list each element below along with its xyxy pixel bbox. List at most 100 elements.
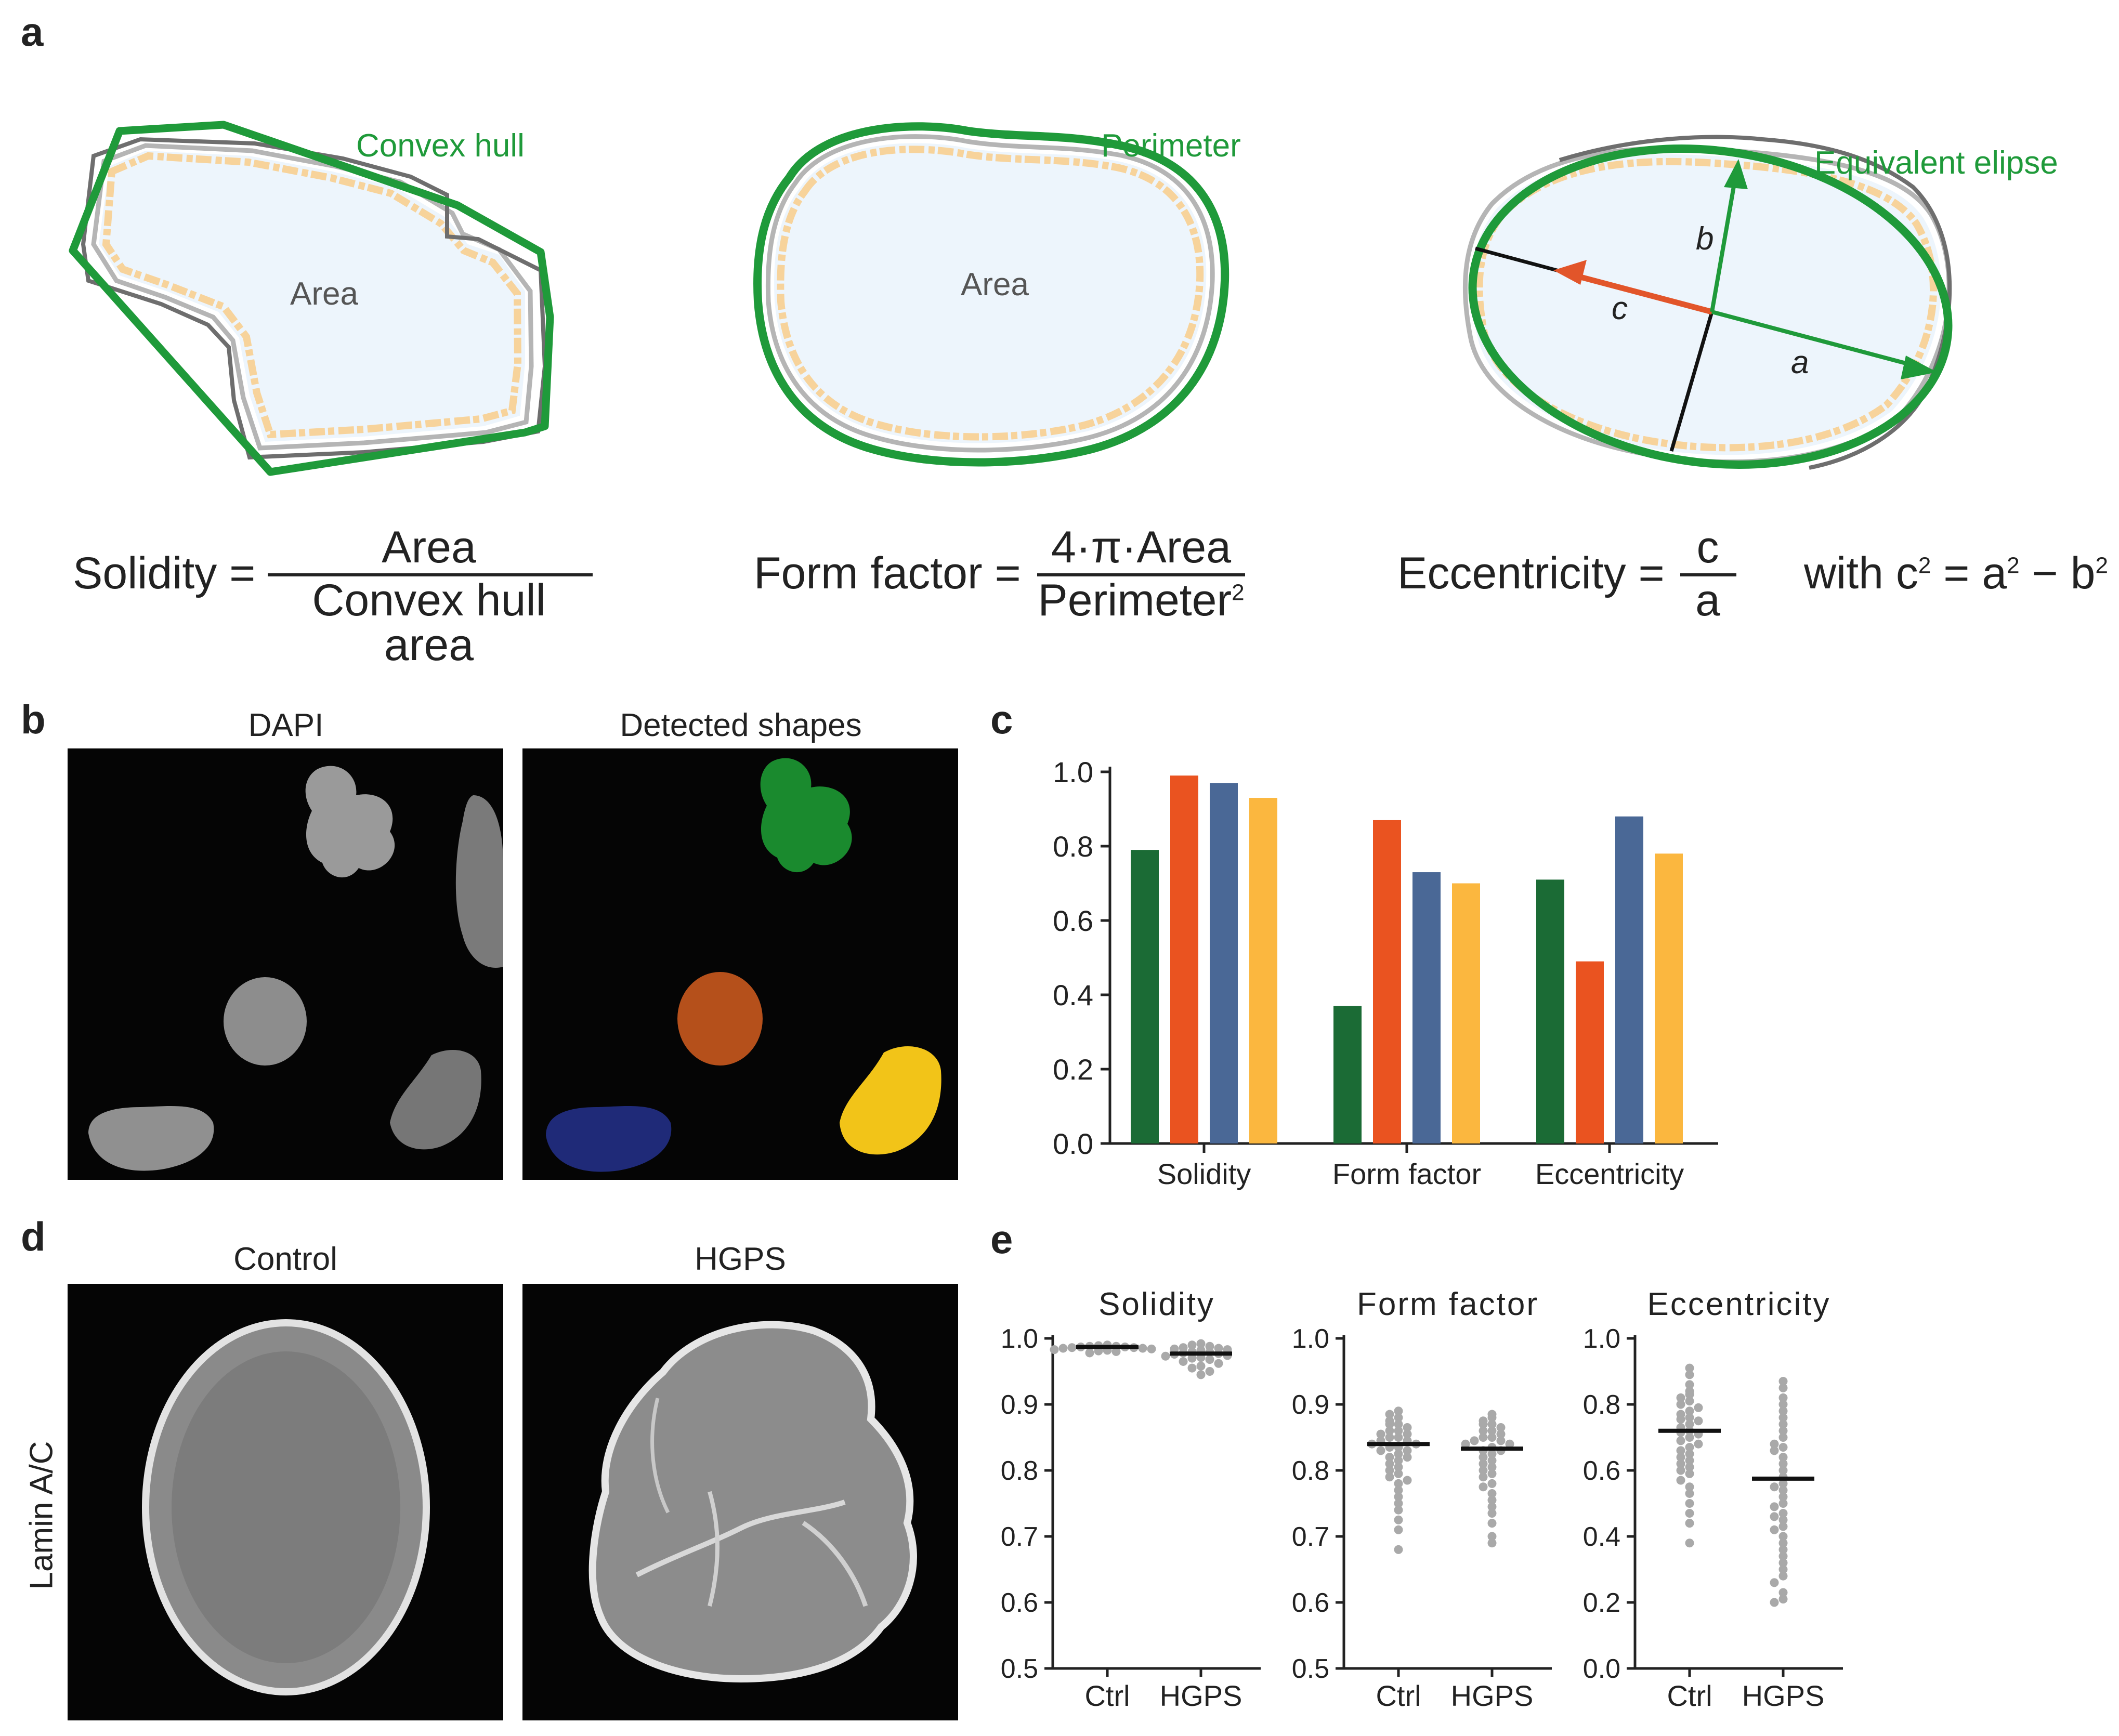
data-point	[1394, 1419, 1403, 1429]
data-point	[1694, 1416, 1703, 1426]
y-tick-label: 0.8	[1053, 830, 1093, 863]
x-tick-label: Form factor	[1332, 1158, 1481, 1190]
control-nucleus-interior	[172, 1351, 400, 1663]
detected-shapes	[546, 758, 941, 1172]
data-point	[1685, 1499, 1694, 1508]
dapi-nucleus-2	[455, 795, 503, 968]
data-point	[1778, 1492, 1788, 1502]
data-point	[1778, 1393, 1788, 1402]
axis-b-arrow	[1710, 171, 1738, 312]
x-tick-label: HGPS	[1160, 1679, 1242, 1712]
data-point	[1487, 1433, 1497, 1442]
data-point	[1770, 1482, 1779, 1492]
data-point	[1470, 1436, 1479, 1445]
data-point	[1487, 1489, 1497, 1498]
data-point	[1461, 1439, 1470, 1449]
data-point	[1205, 1367, 1214, 1376]
x-tick-label: HGPS	[1451, 1679, 1534, 1712]
data-point	[1147, 1344, 1156, 1353]
data-point	[1394, 1463, 1403, 1472]
data-point	[1394, 1545, 1403, 1554]
control-nucleus	[142, 1319, 430, 1695]
y-tick-label: 0.4	[1053, 979, 1093, 1011]
panel-letter-e: e	[990, 1216, 1013, 1262]
y-tick-label: 0.7	[1292, 1522, 1329, 1552]
data-point	[1187, 1353, 1197, 1363]
x-tick-label: Solidity	[1157, 1158, 1251, 1190]
data-point	[1685, 1443, 1694, 1452]
y-tick-label: 0.8	[1001, 1456, 1038, 1486]
form-factor-formula-lhs: Form factor =	[754, 548, 1021, 598]
dapi-nucleus-1	[305, 766, 395, 878]
data-point	[1778, 1538, 1788, 1548]
data-point	[1394, 1426, 1403, 1436]
data-point	[1394, 1413, 1403, 1422]
data-point	[1385, 1472, 1394, 1482]
data-point	[1770, 1446, 1779, 1455]
data-point	[1778, 1400, 1788, 1409]
bar-chart: 0.0 0.2 0.4 0.6 0.8 1.0 Solidity Form factor Ecc…	[1053, 756, 1718, 1190]
y-tick-label: 0.6	[1583, 1456, 1620, 1486]
data-point	[1385, 1466, 1394, 1475]
data-point	[1487, 1509, 1497, 1518]
data-point	[1496, 1423, 1506, 1432]
eccentricity-denominator: a	[1695, 575, 1720, 625]
dapi-nucleus-4	[88, 1106, 214, 1171]
data-point	[1685, 1489, 1694, 1498]
data-point	[1479, 1426, 1488, 1436]
axis-b-arrowhead	[1724, 159, 1748, 189]
data-point	[1778, 1499, 1788, 1508]
control-micrograph	[68, 1284, 503, 1720]
data-point	[1487, 1538, 1497, 1548]
data-point	[1487, 1463, 1497, 1472]
dot-plot-form-factor: Form factor 0.5 0.6 0.7 0.8 0.9 1.0 Ctrl HGPS	[1292, 1286, 1552, 1712]
y-tick-label: 0.8	[1583, 1390, 1620, 1420]
data-point	[1196, 1361, 1206, 1371]
data-point	[1085, 1348, 1094, 1358]
data-point	[1676, 1459, 1685, 1468]
data-point	[1376, 1446, 1385, 1455]
hgps-micrograph	[522, 1284, 958, 1720]
equivalent-ellipse-label: Equivalent elipse	[1814, 145, 2058, 181]
data-point	[1676, 1436, 1685, 1445]
convex-hull-diagram	[69, 121, 554, 476]
data-point	[1676, 1415, 1685, 1424]
data-point	[1394, 1525, 1403, 1534]
panel-letter-b: b	[21, 696, 46, 742]
detected-shape-green	[760, 758, 852, 873]
data-point	[1778, 1509, 1788, 1518]
solidity-denominator: Convex hull area	[312, 575, 546, 670]
detected-shape-orange	[677, 972, 763, 1066]
data-point	[1778, 1466, 1788, 1475]
data-point	[1685, 1482, 1694, 1492]
dot-plot-title: Eccentricity	[1647, 1286, 1831, 1322]
data-point	[1778, 1433, 1788, 1442]
data-point	[1685, 1370, 1694, 1379]
data-point	[1196, 1339, 1206, 1348]
bar	[1615, 816, 1643, 1143]
dot-plot-eccentricity: Eccentricity 0.0 0.2 0.4 0.6 0.8 1.0 Ctrl HGPS	[1583, 1286, 1843, 1712]
data-point	[1479, 1482, 1488, 1492]
data-point	[1676, 1476, 1685, 1485]
perimeter-label: Perimeter	[1101, 128, 1241, 164]
data-point	[1778, 1532, 1788, 1541]
data-point	[1050, 1345, 1059, 1354]
detected-shape-yellow	[840, 1046, 941, 1155]
data-point	[1385, 1426, 1394, 1436]
data-point	[1770, 1578, 1779, 1587]
data-point	[1479, 1466, 1488, 1475]
y-tick-label: 0.5	[1001, 1654, 1038, 1684]
y-tick-label: 0.2	[1583, 1588, 1620, 1618]
detected-shapes-title: Detected shapes	[620, 707, 862, 743]
bar	[1655, 853, 1683, 1143]
data-point	[1778, 1413, 1788, 1422]
data-point	[1496, 1436, 1506, 1445]
y-tick-label: 1.0	[1583, 1324, 1620, 1354]
data-point	[1187, 1363, 1197, 1373]
equivalent-ellipse-diagram	[1462, 135, 1953, 470]
data-point	[1385, 1453, 1394, 1462]
data-point	[1778, 1406, 1788, 1416]
data-point	[1067, 1343, 1077, 1352]
data-point	[1778, 1443, 1788, 1452]
bar	[1452, 883, 1480, 1143]
